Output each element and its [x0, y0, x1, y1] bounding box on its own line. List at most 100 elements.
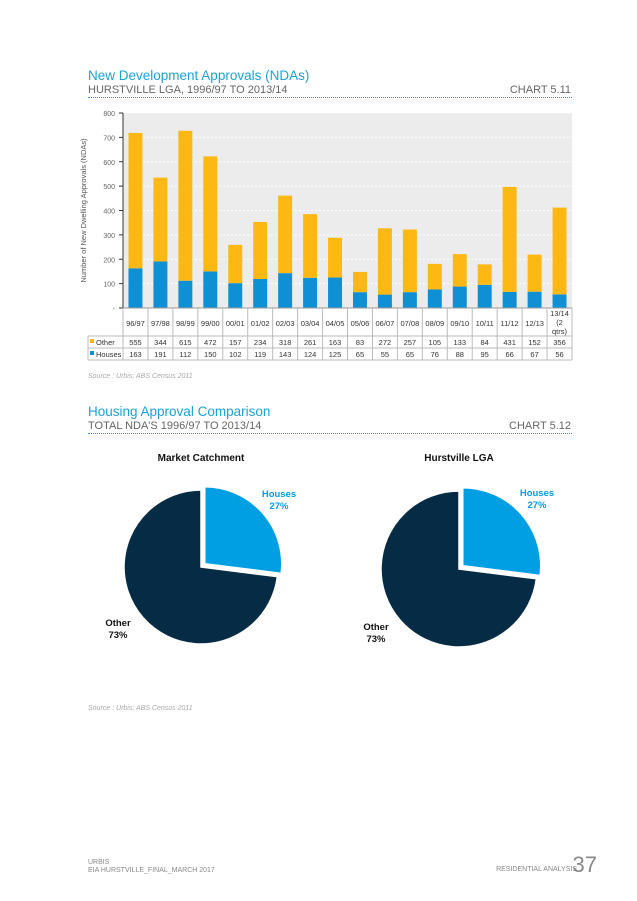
divider: [88, 97, 572, 98]
bar-houses: [502, 291, 517, 308]
category-label: 13/14: [550, 309, 569, 318]
pie-slice-other: [380, 490, 538, 648]
data-label-other: 83: [356, 338, 364, 347]
chart-title: Housing Approval Comparison: [88, 404, 271, 419]
bar-houses: [278, 273, 293, 308]
bar-other: [153, 177, 168, 262]
pie-slice-houses: [204, 485, 283, 575]
category-label: qtrs): [552, 327, 568, 336]
data-label-other: 318: [279, 338, 292, 347]
bar-houses: [178, 280, 193, 308]
bar-other: [303, 214, 318, 278]
pie-charts: Market CatchmentHouses27%Other73%Hurstvi…: [105, 453, 554, 648]
data-label-other: 152: [528, 338, 541, 347]
y-tick-label: 700: [103, 135, 115, 142]
bar-houses: [328, 277, 343, 308]
category-label: (2: [556, 318, 563, 327]
category-label: 12/13: [525, 319, 544, 328]
data-label-houses: 125: [329, 350, 342, 359]
footer-org: URBIS: [88, 859, 110, 866]
category-label: 00/01: [226, 319, 245, 328]
bar-houses: [253, 278, 268, 308]
data-label-houses: 76: [431, 350, 439, 359]
legend-swatch-other: [90, 339, 94, 343]
data-label-houses: 119: [254, 350, 266, 359]
bar-other: [552, 207, 567, 295]
data-label-houses: 55: [381, 350, 389, 359]
pie-slice-other: [123, 489, 279, 645]
data-label-houses: 191: [154, 350, 167, 359]
pie-label: Houses: [262, 489, 296, 500]
bar-other: [178, 130, 193, 281]
data-label-houses: 56: [555, 350, 563, 359]
chart-subtitle: HURSTVILLE LGA, 1996/97 TO 2013/14: [88, 84, 288, 96]
pie-slice-houses: [462, 486, 542, 577]
data-label-houses: 65: [356, 350, 364, 359]
page-number: 37: [572, 852, 597, 877]
data-label-other: 615: [179, 338, 192, 347]
data-label-houses: 95: [481, 350, 489, 359]
y-tick-label: -: [113, 306, 116, 313]
data-label-other: 555: [129, 338, 142, 347]
data-label-houses: 102: [229, 350, 242, 359]
bar-other: [377, 228, 392, 295]
bar-other: [502, 186, 517, 292]
chart-subtitle: TOTAL NDA'S 1996/97 TO 2013/14: [88, 420, 262, 432]
y-tick-label: 500: [103, 184, 115, 191]
bar-houses: [153, 261, 168, 308]
bar-other: [328, 237, 343, 278]
pie-label: Houses: [520, 488, 554, 499]
category-label: 09/10: [450, 319, 469, 328]
data-label-houses: 143: [279, 350, 292, 359]
legend-label-other: Other: [96, 338, 115, 347]
data-label-other: 105: [429, 338, 442, 347]
data-label-other: 84: [481, 338, 489, 347]
category-label: 06/07: [376, 319, 395, 328]
category-label: 08/09: [425, 319, 444, 328]
bar-houses: [427, 289, 442, 308]
bar-houses: [128, 268, 143, 308]
bar-houses: [552, 294, 567, 308]
data-label-houses: 65: [406, 350, 414, 359]
data-label-houses: 150: [204, 350, 217, 359]
chart-number: CHART 5.11: [509, 84, 571, 96]
bar-houses: [352, 292, 367, 308]
bar-other: [402, 229, 417, 293]
data-label-other: 472: [204, 338, 217, 347]
y-tick-label: 400: [103, 209, 115, 216]
data-label-other: 257: [404, 338, 417, 347]
footer-doc: EIA HURSTVILLE_FINAL_MARCH 2017: [88, 867, 215, 874]
category-label: 04/05: [326, 319, 345, 328]
category-label: 98/99: [176, 319, 195, 328]
bar-other: [527, 254, 542, 292]
bar-other: [452, 254, 467, 287]
pie-percent: 73%: [108, 630, 128, 641]
pie-percent: 27%: [269, 501, 289, 512]
chart-title: New Development Approvals (NDAs): [88, 68, 310, 83]
y-tick-label: 200: [103, 257, 115, 264]
category-label: 96/97: [126, 319, 145, 328]
bar-houses: [477, 284, 492, 308]
data-label-other: 431: [503, 338, 516, 347]
pie-percent: 27%: [527, 500, 547, 511]
chart-number: CHART 5.12: [509, 420, 571, 432]
bar-other: [203, 156, 218, 272]
bar-other: [128, 132, 143, 269]
data-label-other: 272: [379, 338, 392, 347]
pie-label: Other: [105, 618, 131, 629]
bar-other: [477, 264, 492, 285]
y-tick-label: 800: [103, 111, 115, 118]
data-label-other: 157: [229, 338, 242, 347]
bar-houses: [452, 286, 467, 308]
data-label-houses: 66: [505, 350, 513, 359]
data-label-houses: 67: [530, 350, 538, 359]
data-label-houses: 88: [456, 350, 464, 359]
data-label-houses: 112: [179, 350, 191, 359]
legend-label-houses: Houses: [96, 350, 122, 359]
bar-chart: - 100 200 300 400 500 600 700 800 Number of New D…: [79, 111, 573, 361]
bar-houses: [303, 277, 318, 308]
pie-percent: 73%: [366, 634, 386, 645]
category-label: 01/02: [251, 319, 270, 328]
pie-label: Other: [363, 622, 389, 633]
